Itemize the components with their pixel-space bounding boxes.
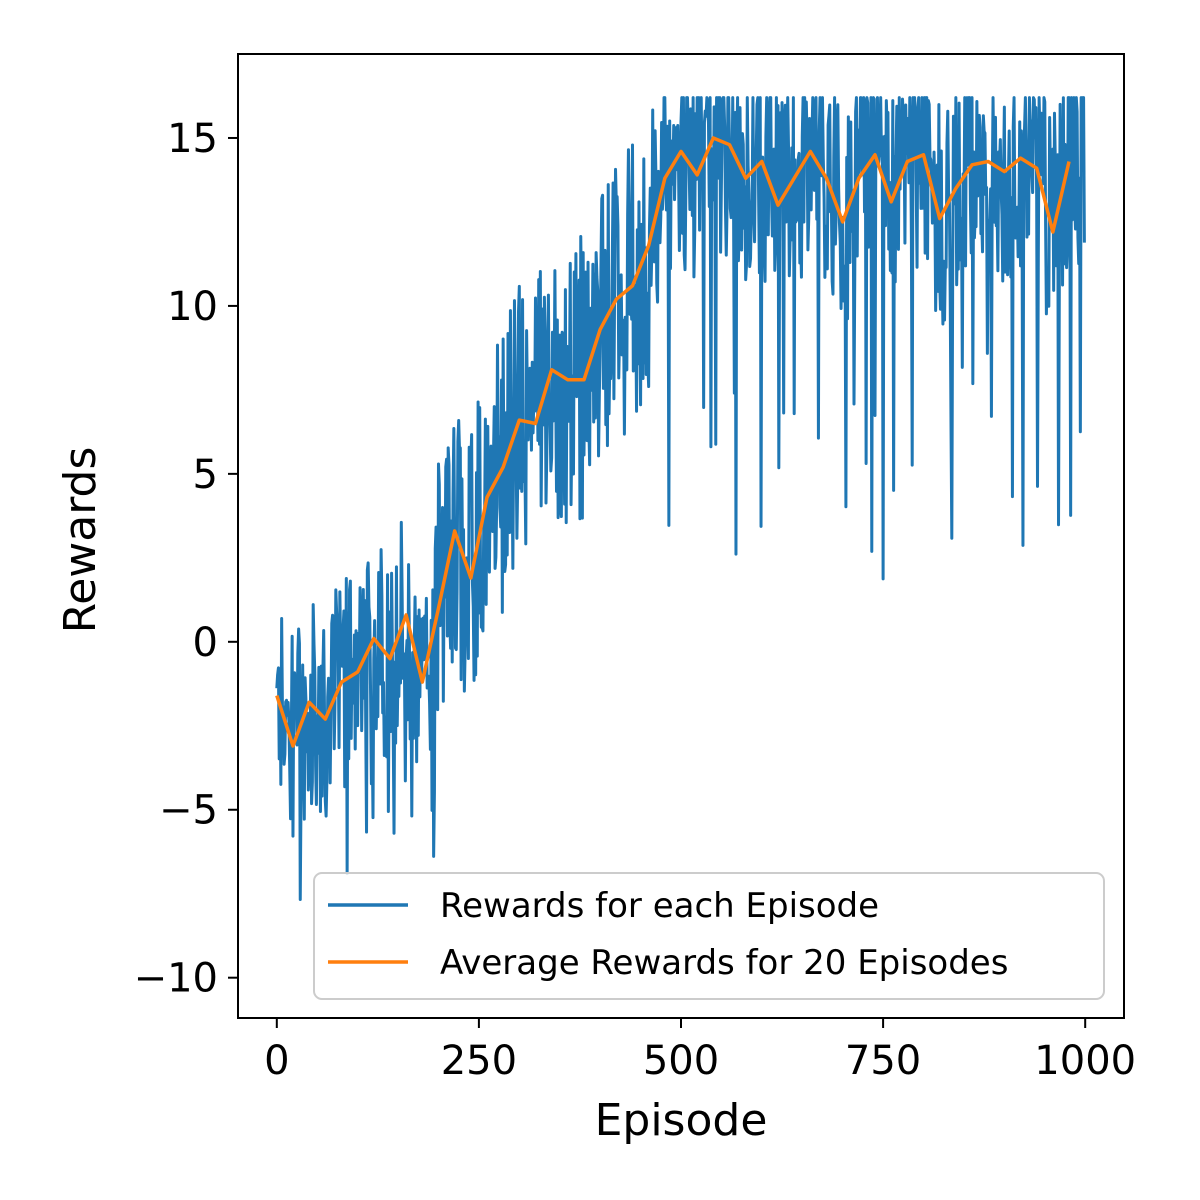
x-tick-label: 500 (643, 1038, 719, 1084)
y-tick-label: 0 (193, 620, 218, 666)
x-axis-label: Episode (595, 1095, 768, 1146)
raw-rewards-line (275, 96, 1086, 901)
x-tick-label: 750 (845, 1038, 921, 1084)
raw-rewards-layer (275, 96, 1086, 901)
average-rewards-layer (275, 136, 1071, 748)
legend-label-raw: Rewards for each Episode (440, 886, 879, 926)
legend-label-avg: Average Rewards for 20 Episodes (440, 943, 1008, 983)
y-tick-label: −5 (159, 788, 218, 834)
y-axis-label: Rewards (55, 447, 106, 634)
average-rewards-line (275, 136, 1071, 748)
y-axis: −10 −5 0 5 10 15 (134, 116, 238, 1002)
x-tick-label: 0 (264, 1038, 289, 1084)
plot-area (275, 96, 1086, 901)
x-tick-label: 250 (441, 1038, 517, 1084)
legend-box (313, 872, 1105, 1000)
x-axis: 0 250 500 750 1000 (264, 1018, 1136, 1084)
y-tick-label: 10 (167, 284, 218, 330)
y-tick-label: −10 (134, 956, 218, 1002)
y-tick-label: 15 (167, 116, 218, 162)
y-tick-label: 5 (193, 452, 218, 498)
x-tick-label: 1000 (1034, 1038, 1136, 1084)
legend: Rewards for each Episode Average Rewards… (313, 872, 1105, 1000)
